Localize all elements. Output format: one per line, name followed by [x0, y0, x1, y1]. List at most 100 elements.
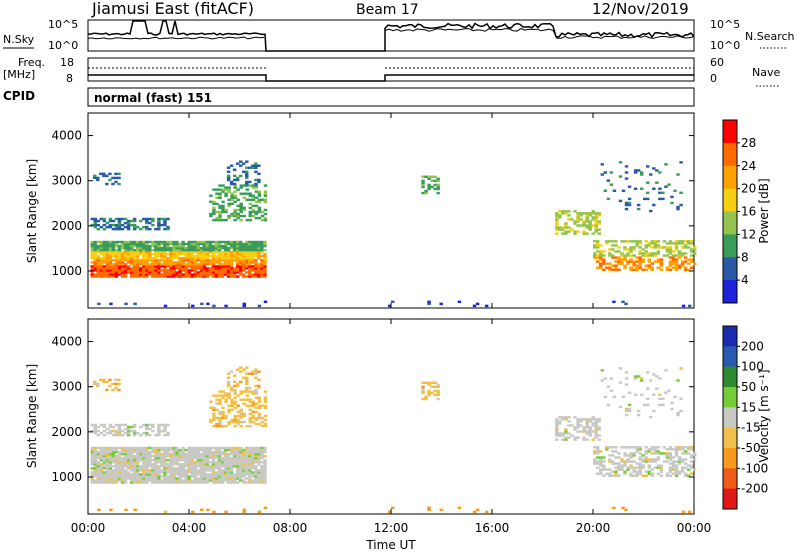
- power-cell: [102, 240, 107, 244]
- power-cell: [99, 242, 104, 246]
- velocity-cell: [573, 438, 577, 441]
- power-cell: [114, 267, 119, 270]
- power-cell: [650, 246, 654, 249]
- velocity-cell: [181, 475, 185, 478]
- velocity-cell: [220, 469, 225, 472]
- velocity-cell: [178, 463, 182, 466]
- power-cell: [605, 266, 609, 269]
- power-cell: [169, 259, 173, 262]
- velocity-cell: [99, 469, 104, 472]
- power-cell: [175, 261, 179, 264]
- velocity-cell: [224, 424, 228, 428]
- power-cell: [638, 240, 642, 243]
- power-cell: [245, 180, 249, 184]
- power-cell: [181, 246, 185, 250]
- power-cell: [157, 246, 161, 250]
- velocity-cell: [160, 463, 164, 466]
- velocity-cell: [239, 392, 243, 395]
- power-cell: [108, 275, 113, 278]
- velocity-cell: [129, 465, 134, 468]
- power-cell: [211, 240, 216, 244]
- power-cell: [608, 266, 612, 269]
- power-cell: [172, 271, 176, 274]
- velocity-cell: [596, 452, 600, 455]
- power-cell: [163, 259, 167, 262]
- velocity-cell: [111, 388, 115, 392]
- power-cell: [436, 191, 440, 195]
- velocity-cell: [108, 479, 113, 482]
- power-cell: [591, 218, 595, 221]
- power-cell: [154, 257, 158, 260]
- velocity-cell: [611, 450, 615, 453]
- velocity-cell: [602, 474, 606, 477]
- velocity-cell: [220, 481, 225, 484]
- velocity-cell: [588, 434, 592, 437]
- velocity-cell: [187, 469, 191, 472]
- velocity-cell: [226, 467, 231, 470]
- velocity-cell: [629, 464, 633, 467]
- power-cell: [172, 261, 176, 264]
- power-cell: [157, 221, 161, 225]
- velocity-cell: [251, 402, 256, 405]
- velocity-cell: [620, 464, 624, 467]
- power-cell: [178, 267, 182, 270]
- velocity-cell: [199, 461, 204, 464]
- velocity-cell: [166, 431, 170, 435]
- velocity-cell: [248, 404, 253, 408]
- power-cell: [257, 240, 261, 244]
- velocity-cell: [421, 381, 425, 384]
- beam-label: Beam 17: [356, 2, 419, 18]
- velocity-cell: [254, 477, 258, 480]
- velocity-cell: [677, 472, 682, 475]
- velocity-cell: [148, 427, 152, 431]
- velocity-cell: [596, 472, 600, 475]
- velocity-cell: [427, 381, 431, 384]
- velocity-cell: [154, 473, 158, 476]
- velocity-cell: [199, 446, 204, 450]
- velocity-cell: [226, 465, 231, 468]
- velocity-cell: [621, 395, 626, 398]
- power-cell: [260, 248, 264, 252]
- velocity-cell: [226, 376, 231, 380]
- colorbar-segment: [723, 427, 737, 449]
- power-cell: [139, 219, 143, 223]
- velocity-cell: [187, 463, 191, 466]
- power-cell: [251, 204, 256, 208]
- velocity-cell: [190, 450, 194, 454]
- power-cell: [242, 244, 246, 248]
- power-cell: [674, 246, 679, 249]
- velocity-cell: [558, 434, 562, 437]
- power-cell: [205, 267, 210, 270]
- power-cell: [623, 256, 627, 259]
- velocity-cell: [151, 425, 155, 429]
- power-cell: [126, 248, 131, 252]
- power-cell: [145, 246, 149, 250]
- power-cell: [662, 254, 667, 257]
- power-cell: [145, 244, 149, 248]
- power-cell: [614, 244, 618, 247]
- velocity-cell: [230, 420, 234, 424]
- power-cell: [245, 166, 249, 169]
- velocity-cell: [108, 425, 113, 429]
- velocity-cell: [172, 475, 176, 478]
- power-cell: [105, 244, 110, 248]
- power-cell: [193, 255, 197, 258]
- velocity-cell: [257, 448, 261, 452]
- velocity-cell: [132, 479, 137, 482]
- velocity-cell: [609, 389, 614, 392]
- power-cell: [611, 254, 615, 257]
- power-cell: [154, 261, 158, 264]
- power-cell: [555, 216, 559, 219]
- power-cell: [639, 171, 644, 174]
- power-cell: [664, 185, 668, 188]
- velocity-cell: [263, 506, 268, 510]
- velocity-cell: [202, 477, 207, 480]
- power-cell: [205, 246, 210, 250]
- power-cell: [117, 225, 122, 229]
- velocity-cell: [178, 454, 182, 458]
- velocity-cell: [230, 402, 234, 405]
- power-cell: [117, 252, 122, 256]
- power-cell: [608, 262, 612, 265]
- power-cell: [567, 210, 571, 213]
